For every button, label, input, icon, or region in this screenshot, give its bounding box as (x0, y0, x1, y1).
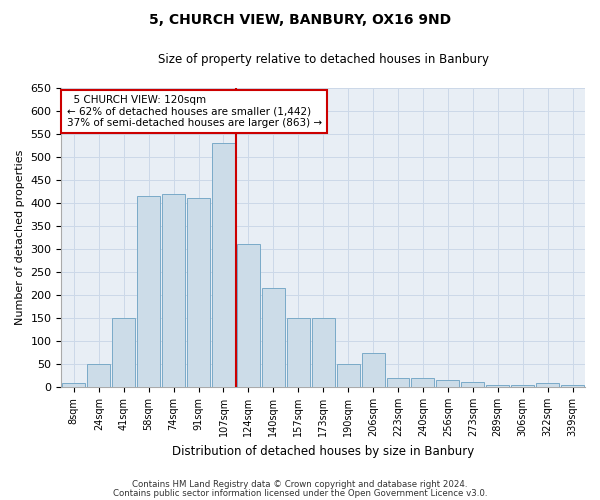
Bar (62, 384, 85, 387)
Bar (362, 352, 385, 387)
Bar (162, 194, 185, 387)
Bar (237, 244, 260, 387)
Bar (337, 364, 359, 387)
Bar (312, 318, 335, 387)
Title: Size of property relative to detached houses in Banbury: Size of property relative to detached ho… (158, 52, 489, 66)
Bar (486, 385, 509, 387)
Bar (412, 378, 434, 387)
Bar (561, 385, 584, 387)
Bar (137, 196, 160, 387)
Bar (187, 198, 210, 387)
Bar (511, 385, 534, 387)
X-axis label: Distribution of detached houses by size in Banbury: Distribution of detached houses by size … (172, 444, 475, 458)
Bar (88, 364, 110, 387)
Text: 5 CHURCH VIEW: 120sqm
← 62% of detached houses are smaller (1,442)
37% of semi-d: 5 CHURCH VIEW: 120sqm ← 62% of detached … (67, 95, 322, 128)
Bar (212, 143, 235, 387)
Text: Contains public sector information licensed under the Open Government Licence v3: Contains public sector information licen… (113, 488, 487, 498)
Text: 5, CHURCH VIEW, BANBURY, OX16 9ND: 5, CHURCH VIEW, BANBURY, OX16 9ND (149, 12, 451, 26)
Bar (287, 318, 310, 387)
Bar (386, 378, 409, 387)
Y-axis label: Number of detached properties: Number of detached properties (15, 150, 25, 325)
Bar (262, 288, 285, 387)
Bar (112, 318, 135, 387)
Text: Contains HM Land Registry data © Crown copyright and database right 2024.: Contains HM Land Registry data © Crown c… (132, 480, 468, 489)
Bar (461, 382, 484, 387)
Bar (436, 380, 460, 387)
Bar (536, 384, 559, 387)
